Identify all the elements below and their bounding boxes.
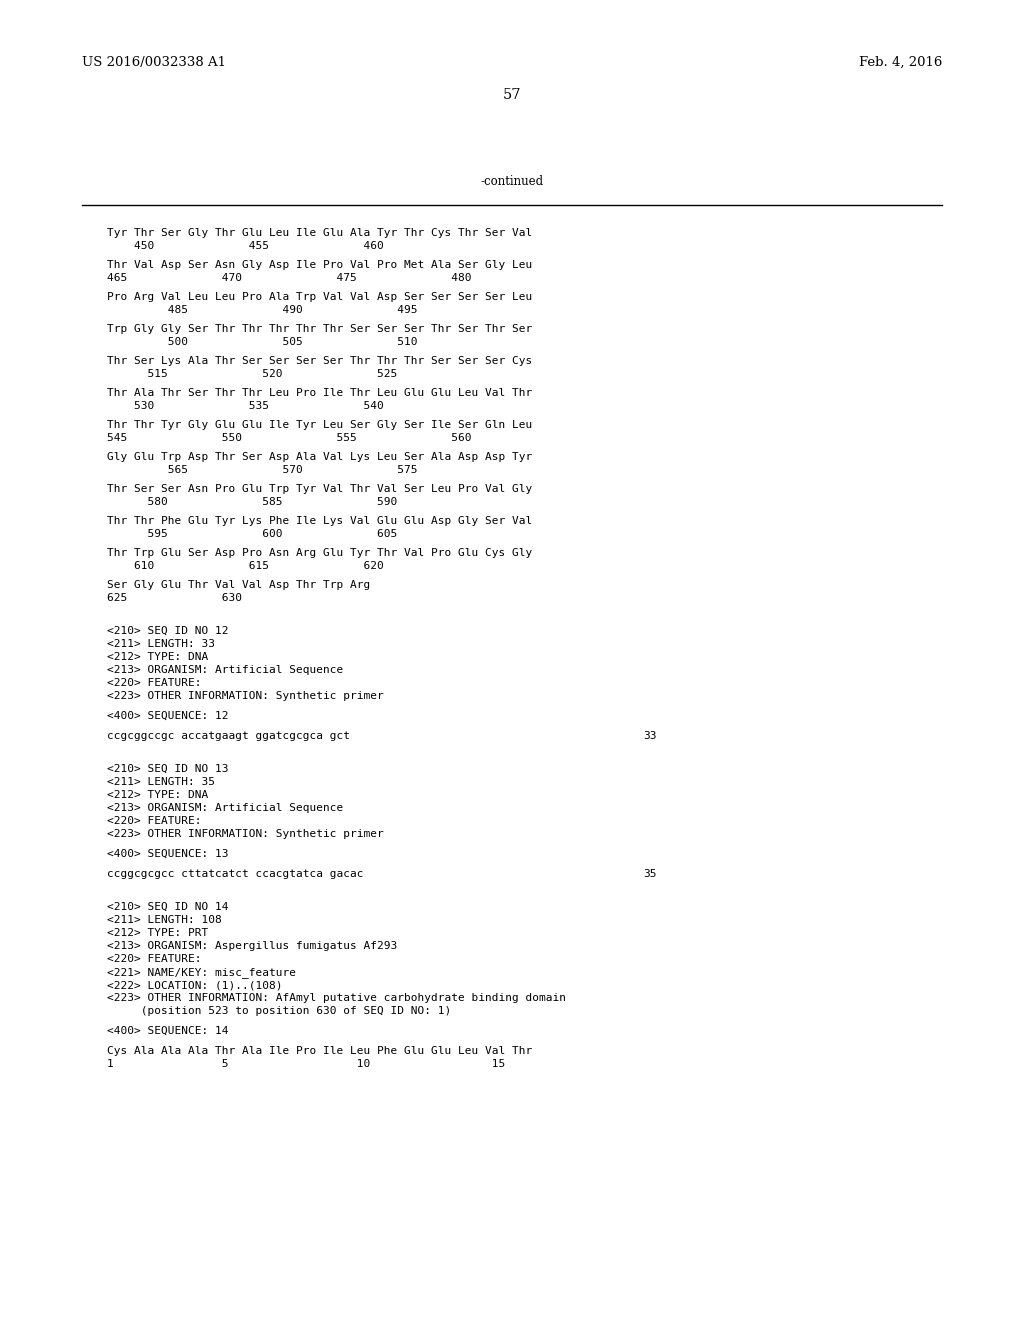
Text: Thr Trp Glu Ser Asp Pro Asn Arg Glu Tyr Thr Val Pro Glu Cys Gly: Thr Trp Glu Ser Asp Pro Asn Arg Glu Tyr … (106, 548, 532, 558)
Text: 595              600              605: 595 600 605 (106, 529, 397, 539)
Text: 545              550              555              560: 545 550 555 560 (106, 433, 471, 444)
Text: 35: 35 (643, 869, 656, 879)
Text: Thr Thr Tyr Gly Glu Glu Ile Tyr Leu Ser Gly Ser Ile Ser Gln Leu: Thr Thr Tyr Gly Glu Glu Ile Tyr Leu Ser … (106, 420, 532, 430)
Text: 610              615              620: 610 615 620 (106, 561, 384, 572)
Text: Trp Gly Gly Ser Thr Thr Thr Thr Thr Ser Ser Ser Thr Ser Thr Ser: Trp Gly Gly Ser Thr Thr Thr Thr Thr Ser … (106, 323, 532, 334)
Text: <220> FEATURE:: <220> FEATURE: (106, 954, 202, 964)
Text: <221> NAME/KEY: misc_feature: <221> NAME/KEY: misc_feature (106, 968, 296, 978)
Text: 580              585              590: 580 585 590 (106, 498, 397, 507)
Text: Feb. 4, 2016: Feb. 4, 2016 (859, 55, 942, 69)
Text: (position 523 to position 630 of SEQ ID NO: 1): (position 523 to position 630 of SEQ ID … (106, 1006, 452, 1016)
Text: Tyr Thr Ser Gly Thr Glu Leu Ile Glu Ala Tyr Thr Cys Thr Ser Val: Tyr Thr Ser Gly Thr Glu Leu Ile Glu Ala … (106, 228, 532, 238)
Text: <212> TYPE: PRT: <212> TYPE: PRT (106, 928, 208, 939)
Text: <213> ORGANISM: Aspergillus fumigatus Af293: <213> ORGANISM: Aspergillus fumigatus Af… (106, 941, 397, 950)
Text: <210> SEQ ID NO 13: <210> SEQ ID NO 13 (106, 764, 228, 774)
Text: <223> OTHER INFORMATION: Synthetic primer: <223> OTHER INFORMATION: Synthetic prime… (106, 690, 384, 701)
Text: <223> OTHER INFORMATION: Synthetic primer: <223> OTHER INFORMATION: Synthetic prime… (106, 829, 384, 840)
Text: <211> LENGTH: 108: <211> LENGTH: 108 (106, 915, 222, 925)
Text: <213> ORGANISM: Artificial Sequence: <213> ORGANISM: Artificial Sequence (106, 803, 343, 813)
Text: <400> SEQUENCE: 12: <400> SEQUENCE: 12 (106, 711, 228, 721)
Text: Ser Gly Glu Thr Val Val Asp Thr Trp Arg: Ser Gly Glu Thr Val Val Asp Thr Trp Arg (106, 579, 371, 590)
Text: Thr Thr Phe Glu Tyr Lys Phe Ile Lys Val Glu Glu Asp Gly Ser Val: Thr Thr Phe Glu Tyr Lys Phe Ile Lys Val … (106, 516, 532, 525)
Text: 33: 33 (643, 731, 656, 741)
Text: Thr Ala Thr Ser Thr Thr Leu Pro Ile Thr Leu Glu Glu Leu Val Thr: Thr Ala Thr Ser Thr Thr Leu Pro Ile Thr … (106, 388, 532, 399)
Text: <210> SEQ ID NO 14: <210> SEQ ID NO 14 (106, 902, 228, 912)
Text: Gly Glu Trp Asp Thr Ser Asp Ala Val Lys Leu Ser Ala Asp Asp Tyr: Gly Glu Trp Asp Thr Ser Asp Ala Val Lys … (106, 451, 532, 462)
Text: <223> OTHER INFORMATION: AfAmyl putative carbohydrate binding domain: <223> OTHER INFORMATION: AfAmyl putative… (106, 993, 566, 1003)
Text: 465              470              475              480: 465 470 475 480 (106, 273, 471, 282)
Text: 485              490              495: 485 490 495 (106, 305, 418, 315)
Text: <400> SEQUENCE: 14: <400> SEQUENCE: 14 (106, 1026, 228, 1036)
Text: <212> TYPE: DNA: <212> TYPE: DNA (106, 652, 208, 663)
Text: -continued: -continued (480, 176, 544, 187)
Text: 625              630: 625 630 (106, 593, 242, 603)
Text: Cys Ala Ala Ala Thr Ala Ile Pro Ile Leu Phe Glu Glu Leu Val Thr: Cys Ala Ala Ala Thr Ala Ile Pro Ile Leu … (106, 1045, 532, 1056)
Text: <400> SEQUENCE: 13: <400> SEQUENCE: 13 (106, 849, 228, 859)
Text: 450              455              460: 450 455 460 (106, 242, 384, 251)
Text: Thr Ser Lys Ala Thr Ser Ser Ser Ser Thr Thr Thr Ser Ser Ser Cys: Thr Ser Lys Ala Thr Ser Ser Ser Ser Thr … (106, 356, 532, 366)
Text: ccgcggccgc accatgaagt ggatcgcgca gct: ccgcggccgc accatgaagt ggatcgcgca gct (106, 731, 350, 741)
Text: Thr Ser Ser Asn Pro Glu Trp Tyr Val Thr Val Ser Leu Pro Val Gly: Thr Ser Ser Asn Pro Glu Trp Tyr Val Thr … (106, 484, 532, 494)
Text: <212> TYPE: DNA: <212> TYPE: DNA (106, 789, 208, 800)
Text: <211> LENGTH: 33: <211> LENGTH: 33 (106, 639, 215, 649)
Text: <220> FEATURE:: <220> FEATURE: (106, 816, 202, 826)
Text: 500              505              510: 500 505 510 (106, 337, 418, 347)
Text: <222> LOCATION: (1)..(108): <222> LOCATION: (1)..(108) (106, 979, 283, 990)
Text: 515              520              525: 515 520 525 (106, 370, 397, 379)
Text: 565              570              575: 565 570 575 (106, 465, 418, 475)
Text: <211> LENGTH: 35: <211> LENGTH: 35 (106, 777, 215, 787)
Text: <213> ORGANISM: Artificial Sequence: <213> ORGANISM: Artificial Sequence (106, 665, 343, 675)
Text: ccggcgcgcc cttatcatct ccacgtatca gacac: ccggcgcgcc cttatcatct ccacgtatca gacac (106, 869, 364, 879)
Text: Pro Arg Val Leu Leu Pro Ala Trp Val Val Asp Ser Ser Ser Ser Leu: Pro Arg Val Leu Leu Pro Ala Trp Val Val … (106, 292, 532, 302)
Text: <210> SEQ ID NO 12: <210> SEQ ID NO 12 (106, 626, 228, 636)
Text: Thr Val Asp Ser Asn Gly Asp Ile Pro Val Pro Met Ala Ser Gly Leu: Thr Val Asp Ser Asn Gly Asp Ile Pro Val … (106, 260, 532, 271)
Text: 530              535              540: 530 535 540 (106, 401, 384, 411)
Text: 1                5                   10                  15: 1 5 10 15 (106, 1059, 505, 1069)
Text: US 2016/0032338 A1: US 2016/0032338 A1 (82, 55, 226, 69)
Text: 57: 57 (503, 88, 521, 102)
Text: <220> FEATURE:: <220> FEATURE: (106, 678, 202, 688)
